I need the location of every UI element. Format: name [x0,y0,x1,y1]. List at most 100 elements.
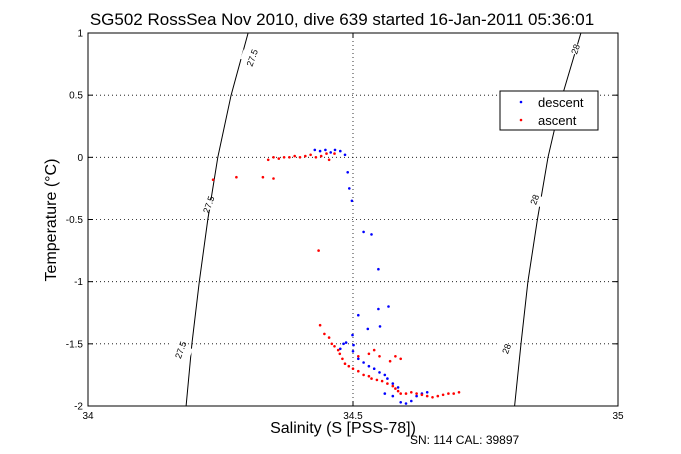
y-tick-label: -1 [74,277,83,288]
descent-point [396,386,400,389]
contour-label: 28 [528,193,541,206]
density-contour-27-5 [185,32,249,407]
contour-label: 28 [569,43,582,56]
legend-box [499,90,599,131]
x-tick-label: 34.5 [343,411,363,422]
ascent-point [343,362,347,366]
ascent-point [338,352,342,356]
ascent-point [327,336,331,339]
ascent-point [447,392,450,395]
ascent-point [372,348,376,352]
ascent-point [399,357,403,361]
ascent-point [386,382,389,385]
descent-point [339,347,342,351]
descent-point [378,325,382,328]
ascent-point [388,359,392,363]
descent-point [410,399,413,403]
descent-point [399,401,403,404]
ascent-point [282,156,286,159]
descent-point [366,327,370,331]
ascent-point [357,355,360,358]
descent-point [378,371,381,374]
y-tick-label: -1.5 [66,339,84,350]
descent-point [344,341,348,344]
ascent-point [277,157,281,160]
ascent-point [272,156,275,159]
ascent-point [452,392,456,395]
ascent-point [330,342,334,346]
descent-point [383,373,387,377]
ascent-point [425,394,429,398]
ascent-point [318,323,322,327]
descent-point [387,305,390,308]
descent-point [391,382,395,385]
ascent-point [375,378,379,382]
legend-marker-ascent [519,118,523,122]
x-tick-label: 35 [612,411,624,422]
descent-point [377,307,380,311]
ascent-point [431,396,434,399]
axis-ticks: 34 34.5 35 1 0.5 0 -0.5 -1 -1.5 -2 [66,29,624,423]
ascent-point [317,249,320,252]
descent-point [343,153,347,157]
ascent-point [288,156,291,159]
legend-label-descent: descent [538,95,584,110]
descent-point [339,149,342,153]
ascent-point [266,158,270,162]
ascent-point [362,373,365,377]
legend-label-ascent: ascent [538,113,577,128]
ascent-point [394,355,397,358]
descent-point [348,187,351,190]
descent-point [377,267,380,271]
contour-label-background [522,191,547,209]
ascent-point [351,367,355,371]
y-tick-label: 0 [77,153,83,164]
ascent-point [347,364,351,368]
ascent-point [327,158,331,162]
ascent-point [420,393,424,397]
ascent-point [394,387,397,390]
legend-marker-descent [519,100,523,104]
ascent-point [380,379,384,383]
ascent-point [391,384,395,388]
ascent-point [323,332,326,336]
ascent-point [298,156,302,159]
ascent-point [336,348,340,352]
descent-point [372,367,376,371]
descent-point [357,357,360,361]
ascent-point [410,391,413,394]
y-tick-label: 0.5 [69,91,83,102]
ascent-point [404,392,408,395]
descent-point [425,391,429,394]
descent-point [333,148,337,152]
contour-label-background [168,341,193,359]
descent-point [383,392,387,395]
ascent-point [457,391,461,394]
ascent-point [399,392,403,395]
ascent-point [333,345,336,348]
descent-point [415,394,418,398]
descent-point [370,233,373,236]
contour-label: 28 [500,342,513,355]
serial-calibration-note: SN: 114 CAL: 39897 [410,433,520,447]
ascent-point [357,369,360,373]
y-axis-label: Temperature (°C) [43,159,60,282]
ascent-point [304,154,307,158]
ascent-point [441,393,445,397]
y-tick-label: -0.5 [66,215,84,226]
ascent-point [367,374,371,378]
x-axis-label: Salinity (S [PSS-78]) [270,420,416,437]
ascent-point [309,153,312,157]
ascent-point [272,177,275,180]
descent-point [391,394,395,398]
descent-point [404,402,408,405]
descent-point [351,350,355,353]
ascent-point [415,392,418,395]
ascent-point [378,355,381,358]
ascent-point [235,175,238,179]
ascent-point [325,152,328,155]
y-tick-label: 1 [77,29,83,40]
